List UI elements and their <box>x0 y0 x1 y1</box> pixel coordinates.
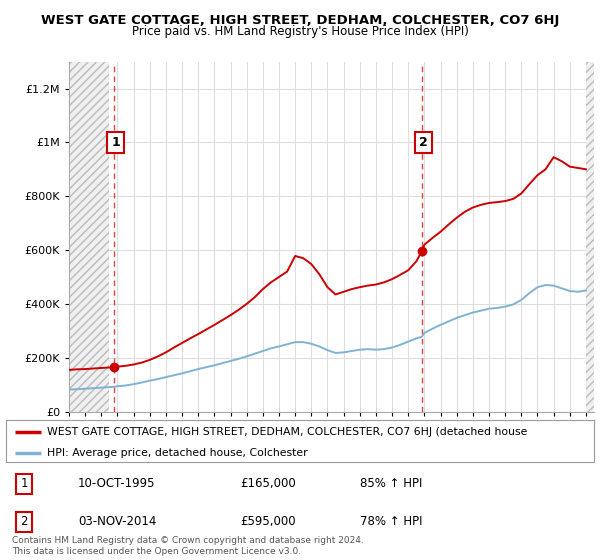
Text: 2: 2 <box>419 136 428 149</box>
Text: £165,000: £165,000 <box>240 477 296 491</box>
Text: HPI: Average price, detached house, Colchester: HPI: Average price, detached house, Colc… <box>47 448 308 458</box>
Text: 85% ↑ HPI: 85% ↑ HPI <box>360 477 422 491</box>
Bar <box>586 62 594 412</box>
Text: 78% ↑ HPI: 78% ↑ HPI <box>360 515 422 529</box>
Text: WEST GATE COTTAGE, HIGH STREET, DEDHAM, COLCHESTER, CO7 6HJ (detached house: WEST GATE COTTAGE, HIGH STREET, DEDHAM, … <box>47 427 527 437</box>
Text: 03-NOV-2014: 03-NOV-2014 <box>78 515 157 529</box>
Text: 2: 2 <box>20 515 28 529</box>
Text: Price paid vs. HM Land Registry's House Price Index (HPI): Price paid vs. HM Land Registry's House … <box>131 25 469 38</box>
Text: 1: 1 <box>111 136 120 149</box>
Text: £595,000: £595,000 <box>240 515 296 529</box>
Bar <box>69 62 109 412</box>
Text: Contains HM Land Registry data © Crown copyright and database right 2024.
This d: Contains HM Land Registry data © Crown c… <box>12 536 364 556</box>
Text: 10-OCT-1995: 10-OCT-1995 <box>78 477 155 491</box>
Text: 1: 1 <box>20 477 28 491</box>
Text: WEST GATE COTTAGE, HIGH STREET, DEDHAM, COLCHESTER, CO7 6HJ: WEST GATE COTTAGE, HIGH STREET, DEDHAM, … <box>41 14 559 27</box>
